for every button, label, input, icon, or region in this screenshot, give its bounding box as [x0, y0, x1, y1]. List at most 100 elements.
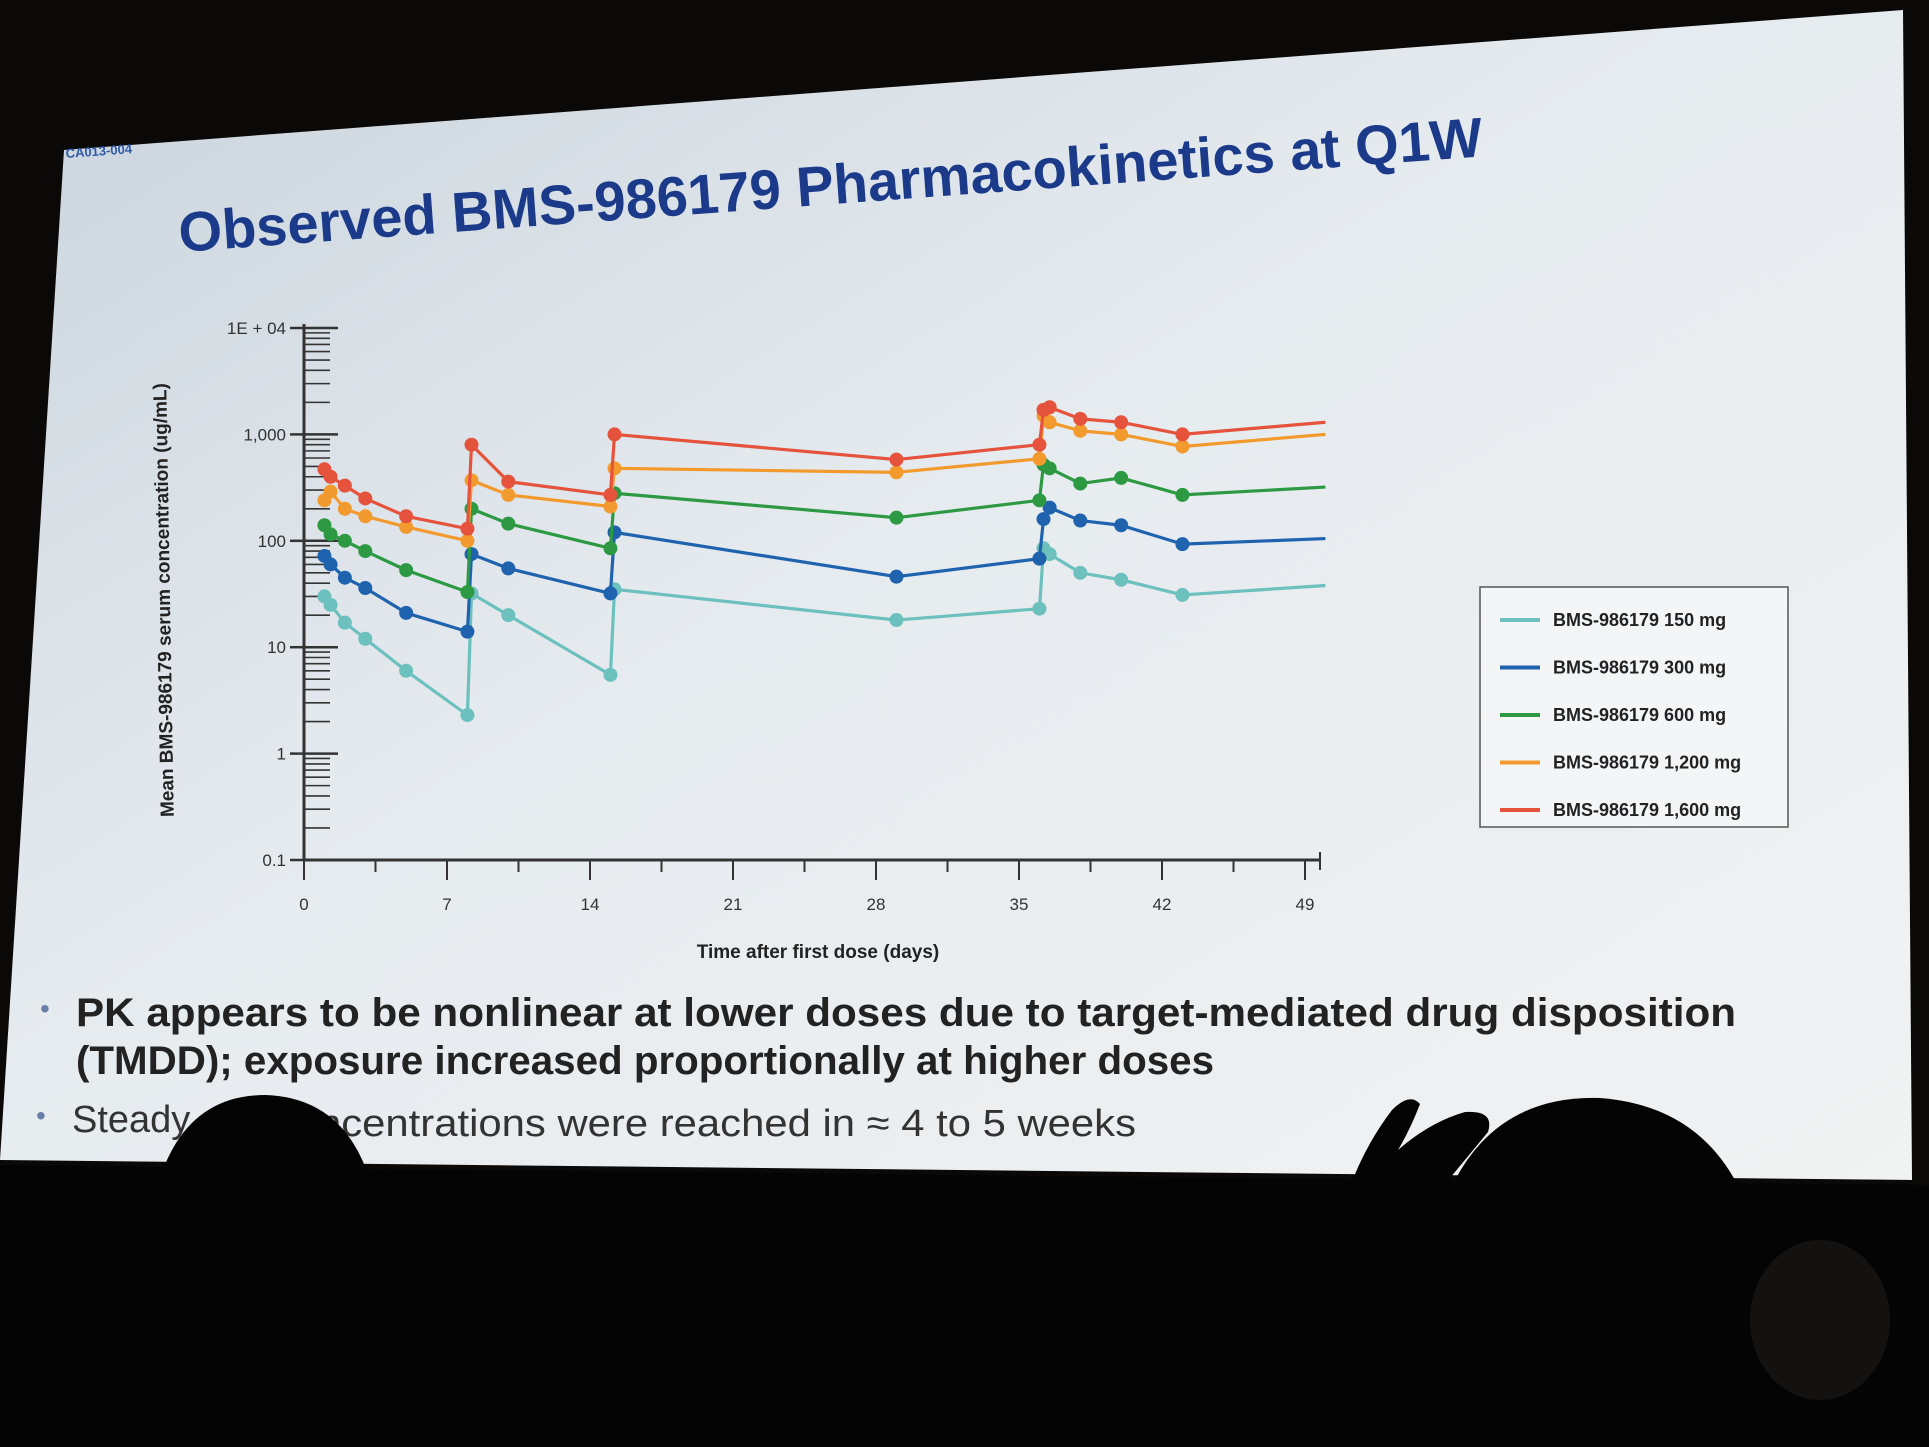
legend-label: BMS-986179 600 mg [1553, 705, 1726, 725]
x-tick-label: 42 [1153, 895, 1172, 914]
data-point [323, 557, 338, 572]
data-point [889, 613, 904, 628]
y-tick-label: 1,000 [243, 425, 286, 444]
data-point [358, 509, 373, 524]
data-point [464, 437, 479, 452]
data-point [358, 631, 373, 646]
data-point [323, 527, 338, 542]
data-point [889, 452, 904, 467]
data-point [1032, 601, 1047, 616]
data-point [399, 509, 414, 524]
data-point [501, 608, 516, 623]
data-point [1175, 487, 1190, 502]
data-point [1073, 476, 1088, 491]
bullet-2-start: Steady [72, 1099, 190, 1141]
data-point [337, 570, 352, 585]
data-point [358, 491, 373, 506]
data-point [337, 533, 352, 548]
data-point [399, 519, 414, 534]
data-point [607, 525, 622, 540]
data-point [460, 624, 475, 639]
data-point [607, 461, 622, 476]
data-point [1036, 512, 1051, 527]
bullet-1-line-2: (TMDD); exposure increased proportionall… [76, 1039, 1214, 1083]
x-tick-label: 49 [1296, 895, 1315, 914]
bullet-1-line-1: PK appears to be nonlinear at lower dose… [76, 991, 1736, 1035]
series-layer [317, 400, 1326, 723]
data-point [603, 541, 618, 556]
data-point [501, 516, 516, 531]
series-2 [317, 500, 1326, 639]
data-point [464, 547, 479, 562]
data-point [358, 544, 373, 559]
legend-label: BMS-986179 1,200 mg [1553, 753, 1741, 773]
series-3 [317, 457, 1326, 600]
legend-label: BMS-986179 300 mg [1553, 658, 1726, 678]
y-tick-label: 100 [258, 532, 286, 551]
hand-right [1330, 1099, 1490, 1447]
data-point [1073, 423, 1088, 438]
data-point [1175, 587, 1190, 602]
x-axis-label: Time after first dose (days) [697, 942, 940, 963]
y-tick-label: 1 [277, 745, 286, 764]
data-point [889, 465, 904, 480]
data-point [1032, 451, 1047, 466]
head-faint [1750, 1240, 1890, 1400]
data-point [399, 605, 414, 620]
head-right [1440, 1097, 1790, 1447]
data-point [460, 585, 475, 600]
legend-label: BMS-986179 1,600 mg [1553, 800, 1741, 820]
data-point [1042, 400, 1057, 415]
x-tick-label: 21 [724, 895, 743, 914]
x-axis: 0 7 14 21 28 35 42 49 [299, 852, 1321, 914]
data-point [1042, 500, 1057, 515]
data-point [323, 597, 338, 612]
data-point [1175, 427, 1190, 442]
legend-label: BMS-986179 150 mg [1553, 610, 1726, 630]
data-point [399, 663, 414, 678]
data-point [323, 484, 338, 499]
data-point [1032, 437, 1047, 452]
slide-code: CA013-004 [65, 141, 133, 161]
data-point [1175, 439, 1190, 454]
data-point [603, 667, 618, 682]
data-point [607, 427, 622, 442]
data-point [1073, 411, 1088, 426]
data-point [1175, 537, 1190, 552]
y-axis: 0.1 1 10 100 1,000 1E + 04 [227, 319, 338, 870]
data-point [603, 586, 618, 601]
data-point [1114, 415, 1129, 430]
data-point [501, 561, 516, 576]
series-5 [317, 400, 1326, 536]
legend-box [1479, 586, 1789, 828]
series-1 [317, 541, 1326, 723]
audience-silhouettes [0, 1095, 1929, 1447]
data-point [1032, 493, 1047, 508]
data-point [1114, 572, 1129, 587]
head-left [140, 1095, 395, 1447]
head-center [760, 1190, 1040, 1447]
data-point [460, 521, 475, 536]
data-point [358, 581, 373, 596]
data-point [1114, 518, 1129, 533]
data-point [889, 569, 904, 584]
y-tick-label: 10 [267, 638, 286, 657]
data-point [603, 499, 618, 514]
bullet-list: • PK appears to be nonlinear at lower do… [36, 991, 1736, 1145]
data-point [1114, 427, 1129, 442]
x-tick-label: 7 [442, 895, 451, 914]
data-point [889, 510, 904, 525]
slide-background [0, 10, 1912, 1180]
x-tick-label: 14 [581, 895, 600, 914]
data-point [1042, 415, 1057, 430]
data-point [337, 478, 352, 493]
data-point [501, 474, 516, 489]
data-point [337, 615, 352, 630]
head-center-left [570, 1230, 730, 1410]
y-tick-label: 0.1 [262, 851, 286, 870]
data-point [337, 501, 352, 516]
data-point [603, 487, 618, 502]
data-point [1114, 470, 1129, 485]
data-point [460, 533, 475, 548]
